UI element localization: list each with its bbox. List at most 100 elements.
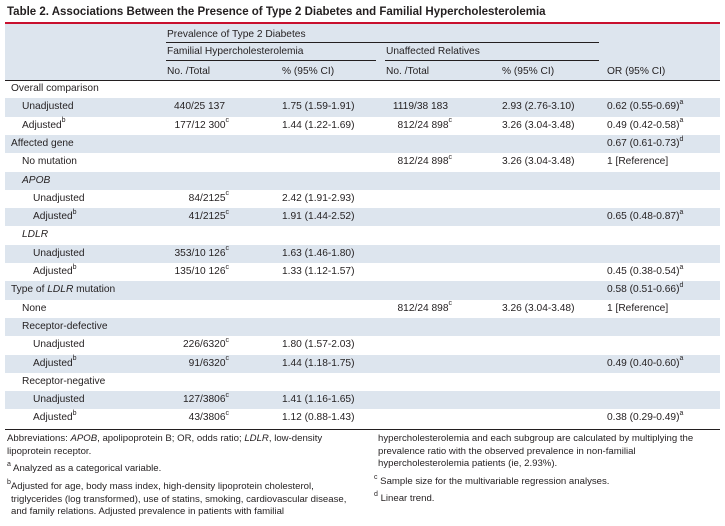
header-col-fh-pct: % (95% CI) bbox=[282, 66, 335, 77]
cell-fh-percent: 1.91 (1.44-2.52) bbox=[282, 211, 355, 223]
row-label: Unadjusted bbox=[33, 394, 85, 406]
row-band bbox=[5, 354, 720, 373]
row-band bbox=[5, 98, 720, 117]
cell-fh-percent: 1.12 (0.88-1.43) bbox=[282, 412, 355, 424]
row-band bbox=[5, 317, 720, 337]
footnote-abbreviations: Abbreviations: APOB, apolipoprotein B; O… bbox=[7, 433, 322, 445]
footnote-b-cont3: hypercholesterolemia patients (ie, 2.93%… bbox=[378, 458, 558, 469]
header-shade bbox=[5, 24, 720, 80]
footnote-b-line1: bAdjusted for age, body mass index, high… bbox=[7, 478, 314, 493]
header-unaffected-label: Unaffected Relatives bbox=[386, 46, 480, 57]
header-group-label: Prevalence of Type 2 Diabetes bbox=[167, 29, 306, 40]
footnote-a-text: Analyzed as a categorical variable. bbox=[13, 463, 162, 474]
row-label: APOB bbox=[22, 174, 51, 186]
footnote-c-text: Sample size for the multivariable regres… bbox=[380, 476, 610, 487]
cell-odds-ratio: 0.49 (0.42-0.58)a bbox=[607, 117, 684, 131]
row-label: No mutation bbox=[22, 156, 77, 168]
row-label: Unadjusted bbox=[33, 192, 85, 204]
row-label: Adjustedb bbox=[33, 208, 77, 223]
header-bottom-rule bbox=[5, 80, 720, 81]
cell-ur-count: 812/24 898c bbox=[397, 153, 453, 168]
row-band bbox=[5, 391, 720, 410]
cell-fh-percent: 1.63 (1.46-1.80) bbox=[282, 247, 355, 259]
row-band bbox=[5, 134, 720, 154]
cell-fh-count: 43/3806c bbox=[188, 410, 229, 424]
cell-fh-count: 226/6320c bbox=[183, 336, 229, 351]
footnote-c-mark: c bbox=[374, 473, 378, 481]
row-label: Overall comparison bbox=[11, 83, 99, 94]
cell-fh-percent: 1.44 (1.18-1.75) bbox=[282, 357, 355, 369]
header-fh-rule bbox=[166, 60, 376, 61]
row-band bbox=[5, 244, 720, 263]
cell-odds-ratio: 0.67 (0.61-0.73)d bbox=[607, 135, 684, 149]
footnote-abbreviations-line2: lipoprotein receptor. bbox=[7, 445, 92, 457]
footnote-a-mark: a bbox=[7, 460, 11, 468]
header-group-rule bbox=[166, 42, 599, 43]
cell-ur-count: 1119/38 183 bbox=[392, 101, 448, 113]
header-unaffected-rule bbox=[385, 60, 599, 61]
cell-fh-count: 135/10 126c bbox=[174, 263, 230, 277]
footnote-d-mark: d bbox=[374, 490, 378, 498]
header-fh-label: Familial Hypercholesterolemia bbox=[167, 46, 304, 57]
row-label: Type of LDLR mutation bbox=[11, 284, 116, 296]
abbrev-text2: , low-density bbox=[268, 433, 323, 444]
header-col-ur-n: No. /Total bbox=[386, 66, 430, 77]
footnote-c: c Sample size for the multivariable regr… bbox=[374, 473, 610, 488]
cell-odds-ratio: 0.49 (0.40-0.60)a bbox=[607, 355, 684, 369]
cell-fh-percent: 1.75 (1.59-1.91) bbox=[282, 101, 355, 113]
footnote-b-text1: Adjusted for age, body mass index, high-… bbox=[10, 481, 314, 492]
cell-odds-ratio: 0.65 (0.48-0.87)a bbox=[607, 208, 684, 223]
cell-fh-count: 84/2125c bbox=[188, 190, 229, 204]
row-label: LDLR bbox=[22, 229, 49, 241]
row-label: Receptor-defective bbox=[22, 320, 108, 332]
abbrev-label: Abbreviations: bbox=[7, 433, 68, 444]
footnote-a: a Analyzed as a categorical variable. bbox=[7, 460, 162, 475]
row-label: Adjustedb bbox=[33, 263, 77, 277]
table-bottom-rule bbox=[5, 429, 720, 430]
abbrev-text1: , apolipoprotein B; OR, odds ratio; bbox=[97, 433, 245, 444]
row-label: None bbox=[22, 302, 47, 314]
header-col-or: OR (95% CI) bbox=[607, 66, 666, 77]
cell-fh-count: 127/3806c bbox=[183, 391, 229, 406]
cell-fh-count: 177/12 300c bbox=[174, 117, 230, 131]
footnote-b-mark: b bbox=[7, 478, 11, 486]
cell-ur-percent: 3.26 (3.04-3.48) bbox=[502, 156, 575, 168]
cell-ur-percent: 3.26 (3.04-3.48) bbox=[502, 302, 575, 314]
footnote-b-line2: triglycerides (log transformed), use of … bbox=[11, 493, 347, 505]
cell-ur-percent: 3.26 (3.04-3.48) bbox=[502, 119, 575, 131]
cell-fh-percent: 1.44 (1.22-1.69) bbox=[282, 119, 355, 131]
cell-ur-count: 812/24 898c bbox=[397, 300, 453, 314]
footnote-d-text: Linear trend. bbox=[380, 493, 435, 504]
title-rule bbox=[5, 22, 720, 24]
cell-odds-ratio: 0.45 (0.38-0.54)a bbox=[607, 263, 684, 277]
abbrev-ldlr: LDLR bbox=[244, 433, 269, 444]
cell-fh-count: 440/25 137 bbox=[174, 101, 225, 113]
cell-fh-percent: 2.42 (1.91-2.93) bbox=[282, 192, 355, 204]
row-band bbox=[5, 208, 720, 227]
cell-ur-percent: 2.93 (2.76-3.10) bbox=[502, 101, 575, 113]
cell-fh-percent: 1.80 (1.57-2.03) bbox=[282, 339, 355, 351]
cell-odds-ratio: 1 [Reference] bbox=[607, 302, 669, 314]
footnote-d: d Linear trend. bbox=[374, 490, 435, 505]
cell-ur-count: 812/24 898c bbox=[397, 117, 453, 131]
row-label: Unadjusted bbox=[33, 339, 85, 351]
cell-odds-ratio: 1 [Reference] bbox=[607, 156, 669, 168]
row-label: Adjustedb bbox=[33, 355, 77, 369]
footnote-b-line3: and family relations. Adjusted prevalenc… bbox=[11, 506, 285, 517]
row-label: Unadjusted bbox=[33, 247, 85, 259]
row-label: Unadjusted bbox=[22, 101, 74, 113]
cell-fh-percent: 1.33 (1.12-1.57) bbox=[282, 266, 355, 277]
cell-odds-ratio: 0.62 (0.55-0.69)a bbox=[607, 98, 684, 113]
cell-odds-ratio: 0.38 (0.29-0.49)a bbox=[607, 410, 684, 424]
table-title: Table 2. Associations Between the Presen… bbox=[7, 6, 546, 18]
abbrev-apob: APOB bbox=[70, 433, 98, 444]
header-col-fh-n: No. /Total bbox=[167, 66, 211, 77]
cell-fh-count: 41/2125c bbox=[188, 208, 229, 223]
row-label: Adjustedb bbox=[22, 117, 66, 131]
row-label: Affected gene bbox=[11, 137, 74, 149]
footnote-b-cont2: prevalence ratio with the observed preva… bbox=[378, 445, 636, 457]
cell-fh-count: 91/6320c bbox=[188, 355, 229, 369]
row-band bbox=[5, 281, 720, 300]
row-label: Receptor-negative bbox=[22, 375, 106, 387]
cell-fh-count: 353/10 126c bbox=[174, 245, 230, 259]
